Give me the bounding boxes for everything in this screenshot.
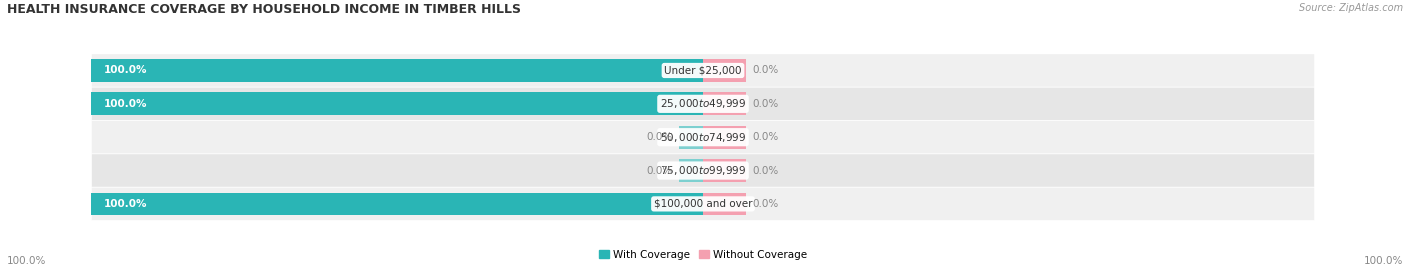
Text: 100.0%: 100.0% [104,99,148,109]
Text: 100.0%: 100.0% [7,256,46,266]
Text: 0.0%: 0.0% [752,99,778,109]
Text: 100.0%: 100.0% [104,199,148,209]
Bar [703,59,745,82]
Text: 0.0%: 0.0% [752,165,778,176]
Text: $25,000 to $49,999: $25,000 to $49,999 [659,97,747,110]
Text: HEALTH INSURANCE COVERAGE BY HOUSEHOLD INCOME IN TIMBER HILLS: HEALTH INSURANCE COVERAGE BY HOUSEHOLD I… [7,3,522,16]
Text: 100.0%: 100.0% [104,65,148,76]
Text: Under $25,000: Under $25,000 [664,65,742,76]
FancyBboxPatch shape [91,121,1315,154]
Text: 0.0%: 0.0% [752,132,778,142]
Bar [91,59,703,82]
Text: $50,000 to $74,999: $50,000 to $74,999 [659,131,747,144]
Text: $100,000 and over: $100,000 and over [654,199,752,209]
FancyBboxPatch shape [91,187,1315,221]
Legend: With Coverage, Without Coverage: With Coverage, Without Coverage [595,245,811,264]
Bar [679,159,703,182]
Text: 0.0%: 0.0% [647,132,672,142]
Bar [91,93,703,115]
FancyBboxPatch shape [91,154,1315,187]
FancyBboxPatch shape [91,87,1315,121]
Bar [703,159,745,182]
Text: 0.0%: 0.0% [752,65,778,76]
Bar [703,126,745,148]
Bar [703,193,745,215]
Text: 100.0%: 100.0% [1364,256,1403,266]
Text: 0.0%: 0.0% [752,199,778,209]
Bar [703,93,745,115]
Text: $75,000 to $99,999: $75,000 to $99,999 [659,164,747,177]
Bar [91,193,703,215]
Text: 0.0%: 0.0% [647,165,672,176]
Bar [679,126,703,148]
Text: Source: ZipAtlas.com: Source: ZipAtlas.com [1299,3,1403,13]
FancyBboxPatch shape [91,54,1315,87]
